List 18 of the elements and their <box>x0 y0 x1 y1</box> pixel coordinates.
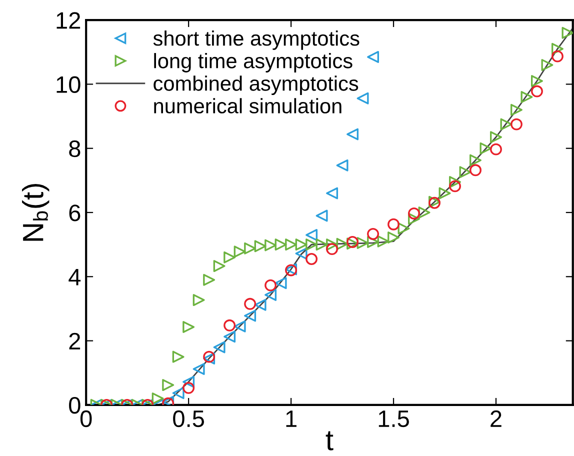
x-tick-label: 1.5 <box>378 410 409 428</box>
x-tick-label: 1 <box>286 410 296 427</box>
y-tick-label: 6 <box>69 204 80 222</box>
x-tick-label: 2 <box>490 410 502 427</box>
y-tick-label: 4 <box>68 268 81 286</box>
x-axis-title: t <box>326 431 334 450</box>
y-tick-label: 12 <box>56 12 80 29</box>
y-tick-label: 8 <box>69 140 80 158</box>
legend-label: numerical simulation <box>154 98 342 114</box>
y-tick-label: 0 <box>69 396 80 414</box>
legend-label: combined asymptotics <box>154 76 358 95</box>
y-axis-title: N$_{b}$(t) <box>22 184 50 241</box>
x-tick-label: 0 <box>80 410 92 428</box>
y-tick-label: 2 <box>69 332 80 350</box>
legend-label: long time asymptotics <box>154 53 352 72</box>
y-tick-label: 10 <box>56 76 80 93</box>
legend-label: short time asymptotics <box>153 30 360 50</box>
x-tick-label: 0.5 <box>173 410 204 428</box>
